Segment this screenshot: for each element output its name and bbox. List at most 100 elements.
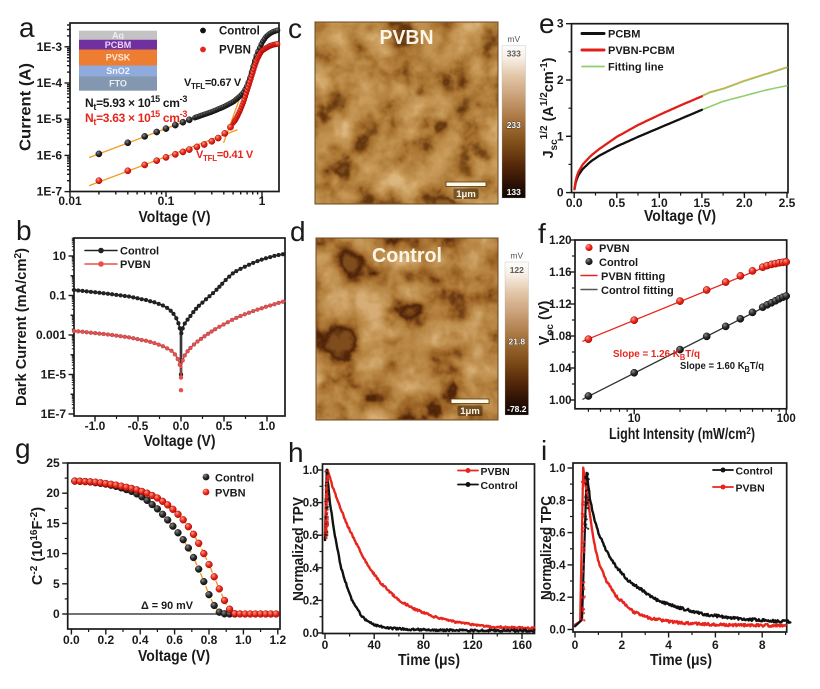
svg-text:1μm: 1μm [456, 189, 476, 200]
svg-text:0.4: 0.4 [303, 563, 320, 575]
svg-text:1.12: 1.12 [549, 299, 571, 311]
svg-text:Control: Control [736, 466, 773, 478]
svg-text:Time (μs): Time (μs) [398, 652, 460, 669]
svg-text:133: 133 [507, 187, 521, 197]
svg-text:2: 2 [618, 638, 625, 652]
svg-text:1.2: 1.2 [269, 633, 286, 647]
svg-text:PVBN: PVBN [219, 45, 251, 57]
svg-text:1E-6: 1E-6 [37, 148, 63, 162]
svg-text:0.8: 0.8 [303, 498, 320, 510]
svg-text:Voltage (V): Voltage (V) [138, 648, 210, 665]
svg-text:mV: mV [510, 251, 523, 261]
svg-text:25: 25 [46, 456, 60, 470]
svg-text:Δ = 90 mV: Δ = 90 mV [141, 600, 194, 612]
svg-text:1μm: 1μm [460, 406, 480, 417]
svg-text:21.8: 21.8 [509, 337, 526, 347]
svg-text:1E-7: 1E-7 [37, 185, 63, 199]
svg-text:PVBN: PVBN [380, 27, 434, 49]
svg-text:4: 4 [665, 638, 672, 652]
svg-text:10: 10 [628, 413, 641, 425]
svg-text:Voltage (V): Voltage (V) [139, 209, 211, 226]
svg-text:0: 0 [572, 638, 579, 652]
svg-text:1.08: 1.08 [549, 331, 572, 343]
svg-text:mV: mV [507, 34, 520, 44]
svg-text:8: 8 [759, 638, 766, 652]
svg-text:PCBM: PCBM [105, 40, 132, 50]
svg-text:0.0: 0.0 [173, 419, 190, 433]
svg-text:333: 333 [507, 49, 521, 59]
svg-text:1: 1 [557, 129, 564, 143]
svg-text:FTO: FTO [109, 79, 127, 89]
svg-text:10: 10 [53, 249, 67, 263]
svg-text:b: b [16, 215, 32, 246]
svg-text:Fitting line: Fitting line [608, 62, 664, 74]
svg-text:Control: Control [215, 473, 254, 485]
svg-text:1.0: 1.0 [303, 465, 319, 477]
svg-text:0.001: 0.001 [36, 328, 66, 342]
svg-text:0.2: 0.2 [97, 633, 114, 647]
svg-text:15: 15 [46, 516, 60, 530]
svg-text:PVBN fitting: PVBN fitting [601, 271, 665, 283]
svg-text:Time (μs): Time (μs) [650, 652, 712, 669]
svg-text:100: 100 [777, 413, 796, 425]
svg-text:0.6: 0.6 [303, 530, 319, 542]
svg-text:0.0: 0.0 [63, 633, 80, 647]
svg-text:Dark Current (mA/cm2): Dark Current (mA/cm2) [13, 248, 30, 406]
svg-text:PVBN: PVBN [120, 259, 151, 271]
svg-text:Control: Control [120, 246, 159, 258]
svg-text:Ag: Ag [112, 30, 124, 40]
svg-text:Control: Control [372, 245, 442, 267]
svg-text:PVBN: PVBN [599, 243, 630, 255]
svg-text:120: 120 [463, 638, 483, 652]
svg-text:1E-7: 1E-7 [41, 407, 67, 421]
svg-text:Voltage (V): Voltage (V) [144, 433, 216, 450]
svg-text:0.5: 0.5 [608, 196, 625, 210]
svg-text:1.5: 1.5 [694, 196, 711, 210]
svg-text:0: 0 [322, 638, 329, 652]
svg-text:i: i [541, 435, 547, 466]
svg-text:0.8: 0.8 [201, 633, 218, 647]
svg-text:Control: Control [481, 480, 518, 492]
svg-text:Normalized TPC: Normalized TPC [539, 496, 555, 600]
svg-text:1E-3: 1E-3 [37, 40, 63, 54]
svg-text:c: c [288, 13, 302, 44]
svg-text:Current (A): Current (A) [18, 63, 35, 151]
svg-text:h: h [288, 437, 304, 468]
svg-text:Nt=3.63 × 1015 cm-3: Nt=3.63 × 1015 cm-3 [85, 109, 187, 127]
svg-text:g: g [15, 433, 31, 464]
svg-text:0.6: 0.6 [550, 528, 566, 540]
svg-text:10: 10 [46, 547, 60, 561]
svg-text:PVSK: PVSK [106, 53, 131, 63]
svg-text:122: 122 [510, 265, 524, 275]
svg-text:1.0: 1.0 [259, 419, 276, 433]
svg-text:C-2 (1016F-2): C-2 (1016F-2) [29, 507, 46, 585]
svg-text:0.1: 0.1 [49, 289, 66, 303]
svg-text:0.1: 0.1 [158, 194, 175, 208]
svg-text:1: 1 [259, 194, 266, 208]
svg-text:0.4: 0.4 [132, 633, 149, 647]
svg-text:e: e [539, 8, 555, 39]
svg-text:0.2: 0.2 [303, 595, 319, 607]
svg-text:6: 6 [712, 638, 719, 652]
svg-text:PCBM: PCBM [608, 29, 640, 41]
svg-text:Control: Control [599, 257, 638, 269]
svg-text:PVBN: PVBN [736, 483, 765, 495]
svg-text:3: 3 [557, 17, 564, 31]
svg-text:PVBN: PVBN [215, 488, 246, 500]
svg-text:-0.5: -0.5 [128, 419, 149, 433]
svg-text:1.0: 1.0 [651, 196, 668, 210]
svg-text:1.0: 1.0 [235, 633, 252, 647]
svg-text:0.8: 0.8 [550, 495, 567, 507]
svg-text:1E-5: 1E-5 [41, 368, 67, 382]
svg-text:0.01: 0.01 [58, 194, 82, 208]
svg-text:233: 233 [507, 120, 521, 130]
svg-text:40: 40 [368, 638, 382, 652]
svg-text:1.16: 1.16 [549, 267, 571, 279]
svg-text:PVBN: PVBN [481, 466, 510, 478]
svg-text:f: f [538, 218, 546, 249]
svg-text:1.0: 1.0 [550, 463, 566, 475]
svg-text:d: d [290, 216, 306, 247]
svg-text:SnO2: SnO2 [106, 66, 130, 76]
svg-text:Control fitting: Control fitting [601, 285, 674, 297]
svg-text:160: 160 [512, 638, 532, 652]
